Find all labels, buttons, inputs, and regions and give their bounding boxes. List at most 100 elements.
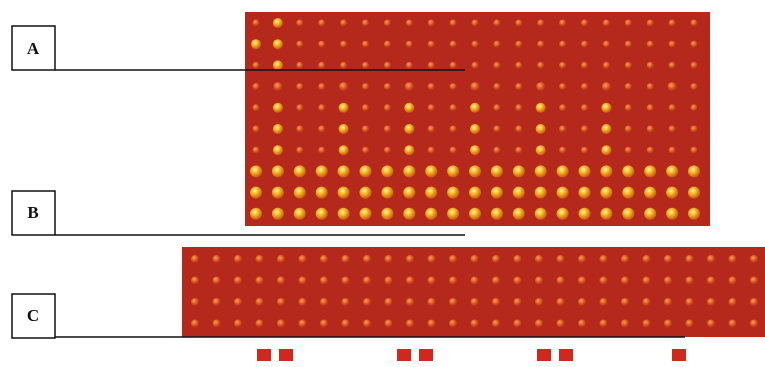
spot [256, 255, 264, 263]
spot [277, 255, 285, 263]
spot [688, 165, 700, 177]
spot [621, 255, 629, 263]
spot [363, 298, 371, 306]
spot [515, 41, 522, 48]
spot [406, 255, 414, 263]
spot [559, 104, 566, 111]
spot [253, 126, 260, 133]
spot [491, 165, 503, 177]
spot [381, 187, 393, 199]
spot [471, 320, 479, 328]
spot [428, 320, 436, 328]
spot [664, 255, 672, 263]
spot [603, 20, 610, 27]
spot [535, 165, 547, 177]
spot [625, 41, 632, 48]
spot [602, 82, 611, 91]
spot [381, 165, 393, 177]
spot [535, 208, 547, 220]
spot [514, 277, 522, 285]
spot [191, 277, 199, 285]
spot [340, 41, 347, 48]
spot [404, 103, 414, 113]
spot [273, 103, 283, 113]
spot [316, 165, 328, 177]
spot [581, 41, 588, 48]
spot [253, 104, 260, 111]
spot [622, 208, 634, 220]
spot [428, 20, 435, 27]
spot [362, 41, 369, 48]
spot [686, 255, 694, 263]
spot [277, 320, 285, 328]
spot [447, 165, 459, 177]
spot [493, 147, 500, 154]
spot [647, 126, 654, 133]
spot [362, 147, 369, 154]
spot [557, 208, 569, 220]
spot [450, 147, 457, 154]
spot [428, 255, 436, 263]
spot [296, 126, 303, 133]
spot [450, 62, 457, 69]
spot [707, 298, 715, 306]
spot [342, 277, 350, 285]
spot [213, 298, 221, 306]
spot [316, 208, 328, 220]
spot [471, 255, 479, 263]
spot [581, 20, 588, 27]
diagram: A B C [0, 0, 765, 367]
spot [272, 187, 284, 199]
spot [535, 255, 543, 263]
spot [256, 298, 264, 306]
spot [578, 277, 586, 285]
spot [513, 165, 525, 177]
spot [729, 320, 737, 328]
spot [536, 124, 546, 134]
spot [277, 277, 285, 285]
spot [729, 298, 737, 306]
spot [428, 298, 436, 306]
spot [515, 126, 522, 133]
spot [644, 165, 656, 177]
spot [625, 83, 632, 90]
spot [362, 104, 369, 111]
spot [621, 298, 629, 306]
spot [381, 208, 393, 220]
spot [647, 104, 654, 111]
spot [450, 126, 457, 133]
spot [425, 187, 437, 199]
spot [686, 277, 694, 285]
spot [492, 320, 500, 328]
spot [385, 320, 393, 328]
spot [536, 103, 546, 113]
spot [403, 208, 415, 220]
spot [537, 41, 544, 48]
spot [472, 41, 479, 48]
spot [234, 298, 242, 306]
spot [449, 255, 457, 263]
spot [643, 320, 651, 328]
spot [625, 20, 632, 27]
spot [318, 20, 325, 27]
spot [600, 255, 608, 263]
spot [339, 82, 348, 91]
spot [491, 208, 503, 220]
spot [425, 165, 437, 177]
spot [296, 20, 303, 27]
spot [253, 20, 260, 27]
spot [493, 126, 500, 133]
spot [428, 83, 435, 90]
spot [360, 165, 372, 177]
spot [492, 277, 500, 285]
spot [363, 255, 371, 263]
spot [600, 320, 608, 328]
spot [320, 277, 328, 285]
spot [385, 277, 393, 285]
spot [272, 208, 284, 220]
spot [316, 187, 328, 199]
spot [625, 126, 632, 133]
spot [428, 126, 435, 133]
marker [559, 349, 573, 361]
spot [600, 187, 612, 199]
